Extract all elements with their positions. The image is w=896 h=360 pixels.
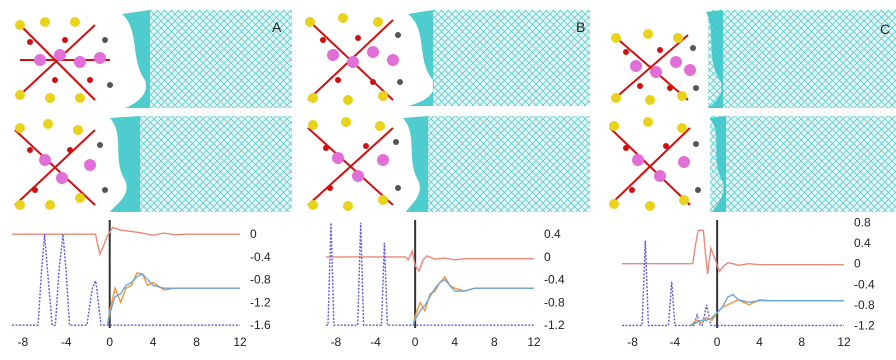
y-tick-label: 0 — [854, 257, 861, 271]
x-tick-label: -4 — [670, 335, 681, 349]
x-tick-label: 0 — [412, 335, 419, 349]
series-line-3 — [106, 273, 240, 326]
panel-label: C — [880, 21, 890, 37]
panel-b-svg: B -8 -4 0 4 8 12 0.4 0 -0.4 -0.8 -1.2 — [305, 10, 590, 349]
y-tick-label: -1.2 — [250, 295, 271, 309]
panel-c-svg: C -8 -4 0 4 8 12 0.8 0.4 0 -0.4 -0.8 -1.2 — [609, 10, 896, 349]
crystal-cluster — [305, 13, 403, 105]
profile-chart-c: -8 -4 0 4 8 12 0.8 0.4 0 -0.4 -0.8 -1.2 — [622, 216, 875, 349]
snapshot-bottom-a — [14, 116, 292, 212]
y-tick-label: -1.6 — [250, 318, 271, 332]
y-tick-label: 0 — [544, 250, 551, 264]
series-line-0 — [622, 229, 844, 275]
water-region — [140, 116, 292, 212]
x-tick-label: 4 — [150, 335, 157, 349]
series-line-2 — [412, 275, 534, 326]
panel-c: C -8 -4 0 4 8 12 0.8 0.4 0 -0.4 -0.8 -1.2 — [598, 0, 896, 360]
y-tick-label: 0 — [250, 227, 257, 241]
x-tick-label: 8 — [798, 335, 805, 349]
series-line-2 — [106, 272, 240, 326]
x-tick-label: -8 — [18, 335, 29, 349]
panel-label: B — [576, 19, 585, 35]
x-tick-label: 0 — [714, 335, 721, 349]
x-tick-label: 0 — [106, 335, 113, 349]
water-interface — [710, 116, 726, 212]
series-line-3 — [412, 278, 534, 326]
water-interface — [408, 10, 434, 106]
panel-label: A — [272, 19, 282, 35]
crystal-cluster — [14, 119, 108, 210]
y-tick-label: -0.4 — [854, 277, 875, 291]
panel-b: B -8 -4 0 4 8 12 0.4 0 -0.4 -0.8 -1.2 — [298, 0, 594, 360]
crystal-cluster — [15, 17, 113, 103]
water-interface — [110, 116, 140, 212]
y-tick-label: -0.8 — [854, 298, 875, 312]
series-line-1 — [326, 222, 534, 326]
crystal-cluster — [609, 117, 701, 211]
water-region — [708, 10, 896, 108]
x-tick-label: -8 — [627, 335, 638, 349]
series-line-3 — [690, 293, 844, 327]
crystal-cluster — [611, 29, 699, 105]
panel-a-svg: A -8 -4 0 4 8 12 0 -0.4 -0.8 -1.2 -1.6 — [12, 10, 292, 349]
y-tick-label: -0.4 — [250, 250, 271, 264]
y-tick-label: -1.2 — [854, 318, 875, 332]
water-interface — [706, 10, 723, 108]
series-line-0 — [326, 249, 534, 273]
snapshot-bottom-c — [609, 116, 896, 212]
water-interface — [122, 10, 150, 108]
x-tick-label: -4 — [370, 335, 381, 349]
y-tick-label: -0.8 — [544, 295, 565, 309]
series-line-1 — [622, 240, 844, 327]
x-tick-label: 12 — [527, 335, 541, 349]
x-tick-label: 8 — [193, 335, 200, 349]
water-interface — [403, 116, 428, 212]
x-tick-label: 12 — [233, 335, 247, 349]
snapshot-top-c: C — [611, 10, 896, 108]
x-tick-label: 12 — [837, 335, 851, 349]
series-line-0 — [12, 226, 240, 257]
x-tick-label: -8 — [331, 335, 342, 349]
crystal-cluster — [307, 117, 401, 211]
profile-chart-b: -8 -4 0 4 8 12 0.4 0 -0.4 -0.8 -1.2 — [326, 220, 565, 349]
y-tick-label: 0.4 — [544, 227, 561, 241]
y-tick-label: 0.8 — [854, 216, 871, 230]
profile-chart-a: -8 -4 0 4 8 12 0 -0.4 -0.8 -1.2 -1.6 — [12, 220, 271, 349]
y-tick-label: 0.4 — [854, 236, 871, 250]
y-tick-label: -1.2 — [544, 318, 565, 332]
series-line-1 — [12, 234, 240, 326]
x-tick-label: 4 — [756, 335, 763, 349]
x-tick-label: 4 — [451, 335, 458, 349]
snapshot-top-b: B — [305, 10, 590, 106]
snapshot-top-a: A — [15, 10, 292, 108]
water-region — [433, 10, 590, 106]
water-region — [428, 116, 590, 212]
x-tick-label: -4 — [61, 335, 72, 349]
panel-a: A -8 -4 0 4 8 12 0 -0.4 -0.8 -1.2 -1.6 — [0, 0, 296, 360]
snapshot-bottom-b — [307, 116, 590, 212]
x-tick-label: 8 — [491, 335, 498, 349]
water-region — [710, 116, 896, 212]
y-tick-label: -0.4 — [544, 273, 565, 287]
y-tick-label: -0.8 — [250, 273, 271, 287]
water-region — [150, 10, 292, 108]
series-line-2 — [690, 298, 844, 326]
